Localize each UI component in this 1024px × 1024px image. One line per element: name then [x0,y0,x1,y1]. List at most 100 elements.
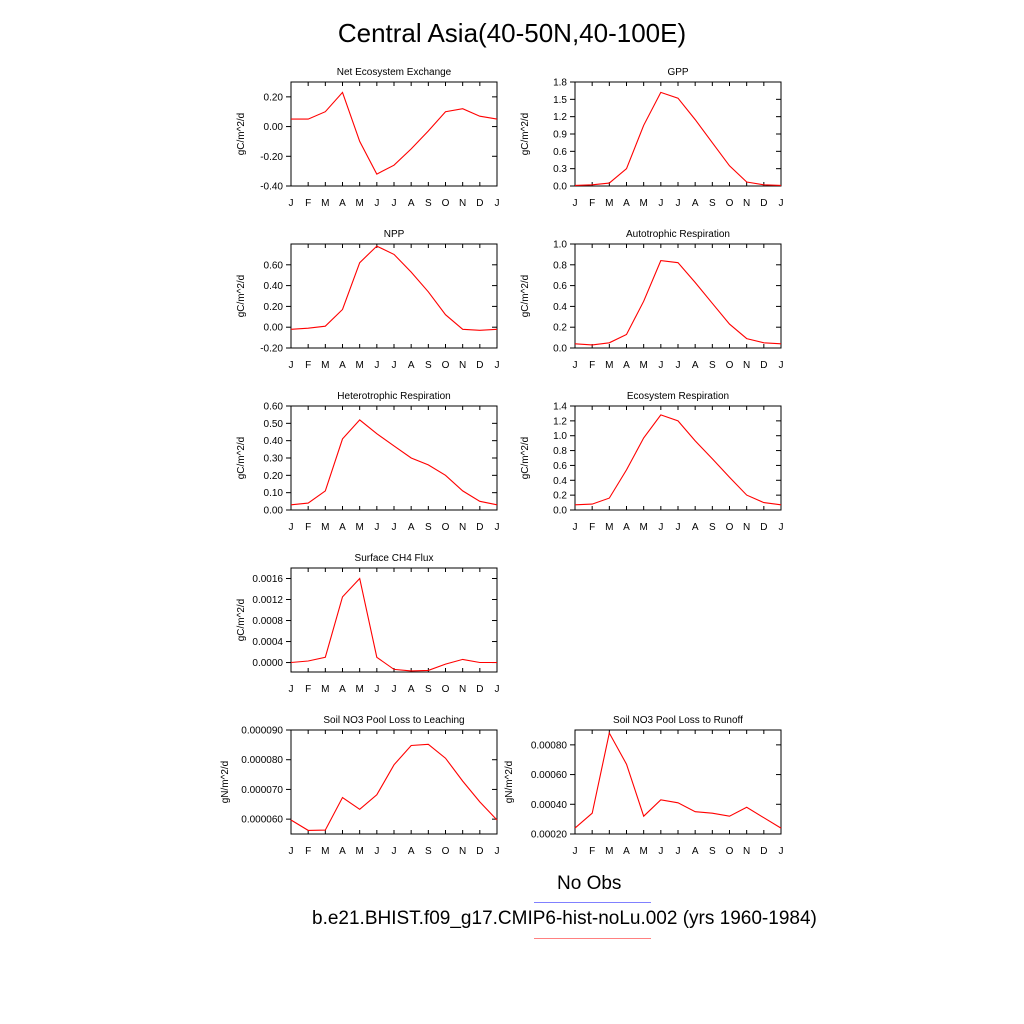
plot-frame [290,567,498,673]
x-tick-label: M [605,522,613,533]
x-tick-label: A [623,360,630,371]
x-tick-label: F [305,684,311,695]
x-tick-label: N [459,522,466,533]
y-tick-label: -0.40 [260,182,283,193]
x-tick-label: J [676,360,681,371]
y-tick-label: 1.5 [553,95,567,106]
x-tick-label: J [392,522,397,533]
x-tick-label: A [692,522,699,533]
x-tick-label: M [639,522,647,533]
x-tick-label: J [374,846,379,857]
x-tick-label: J [573,198,578,209]
x-tick-label: A [408,198,415,209]
x-tick-label: F [305,360,311,371]
y-tick-label: 0.50 [264,419,284,430]
x-tick-label: A [408,360,415,371]
x-tick-label: M [355,198,363,209]
x-tick-label: F [305,198,311,209]
x-tick-label: J [495,846,500,857]
x-tick-label: D [476,360,483,371]
legend-line-model-run [534,938,651,939]
x-tick-label: M [321,846,329,857]
x-tick-label: J [779,846,784,857]
panel-title: GPP [667,67,688,78]
legend-line-no-obs [534,902,651,903]
x-tick-label: J [779,522,784,533]
y-tick-label: 0.2 [553,491,567,502]
x-tick-label: N [743,522,750,533]
x-tick-label: S [425,360,432,371]
x-tick-label: J [289,198,294,209]
y-tick-label: 0.0016 [252,574,283,585]
series-line [290,577,497,672]
y-tick-label: 1.2 [553,112,567,123]
y-axis-label: gN/m^2/d [220,761,231,804]
x-tick-label: M [605,198,613,209]
y-tick-label: 0.00040 [531,800,568,811]
y-tick-label: 0.0 [553,506,567,517]
x-tick-label: O [442,360,450,371]
y-tick-label: 0.00020 [531,830,568,841]
y-tick-label: 0.000090 [241,726,283,737]
x-tick-label: J [374,360,379,371]
x-tick-label: A [623,846,630,857]
x-tick-label: M [321,360,329,371]
panel-title: Ecosystem Respiration [627,391,729,402]
x-tick-label: A [408,684,415,695]
x-tick-label: O [442,684,450,695]
legend-label-model-run: b.e21.BHIST.f09_g17.CMIP6-hist-noLu.002 … [312,908,817,929]
x-tick-label: J [676,846,681,857]
legend-label-no-obs: No Obs [557,873,622,894]
x-tick-label: M [355,684,363,695]
y-axis-label: gN/m^2/d [504,761,515,804]
y-tick-label: 0.00060 [531,770,568,781]
y-tick-label: 0.2 [553,323,567,334]
x-tick-label: A [339,360,346,371]
x-tick-label: J [392,198,397,209]
x-tick-label: A [623,522,630,533]
x-tick-label: D [476,198,483,209]
x-tick-label: J [392,846,397,857]
x-tick-label: N [743,198,750,209]
y-tick-label: 0.0012 [252,595,283,606]
x-tick-label: N [459,846,466,857]
x-tick-label: J [374,684,379,695]
y-tick-label: 0.00 [264,506,284,517]
x-tick-label: M [321,684,329,695]
x-tick-label: J [658,846,663,857]
y-tick-label: 0.0004 [252,637,283,648]
x-tick-label: A [408,522,415,533]
y-tick-label: 0.6 [553,461,567,472]
x-tick-label: O [442,522,450,533]
x-tick-label: J [392,360,397,371]
y-tick-label: 0.30 [264,454,284,465]
y-tick-label: 0.00 [264,122,284,133]
y-tick-label: 1.0 [553,240,567,251]
x-tick-label: A [692,198,699,209]
y-tick-label: 0.0 [553,182,567,193]
x-tick-label: A [692,846,699,857]
x-tick-label: J [573,846,578,857]
x-tick-label: A [339,846,346,857]
x-tick-label: O [726,522,734,533]
x-tick-label: J [392,684,397,695]
series-line [574,414,782,506]
y-tick-label: 0.000070 [241,785,283,796]
plot-frame [290,243,498,349]
x-tick-label: D [760,522,767,533]
x-tick-label: D [476,846,483,857]
x-tick-label: O [726,360,734,371]
x-tick-label: O [726,846,734,857]
panel-title: Autotrophic Respiration [626,229,730,240]
x-tick-label: J [495,522,500,533]
y-tick-label: 0.20 [264,92,284,103]
x-tick-label: M [321,198,329,209]
x-tick-label: J [658,198,663,209]
x-tick-label: O [726,198,734,209]
